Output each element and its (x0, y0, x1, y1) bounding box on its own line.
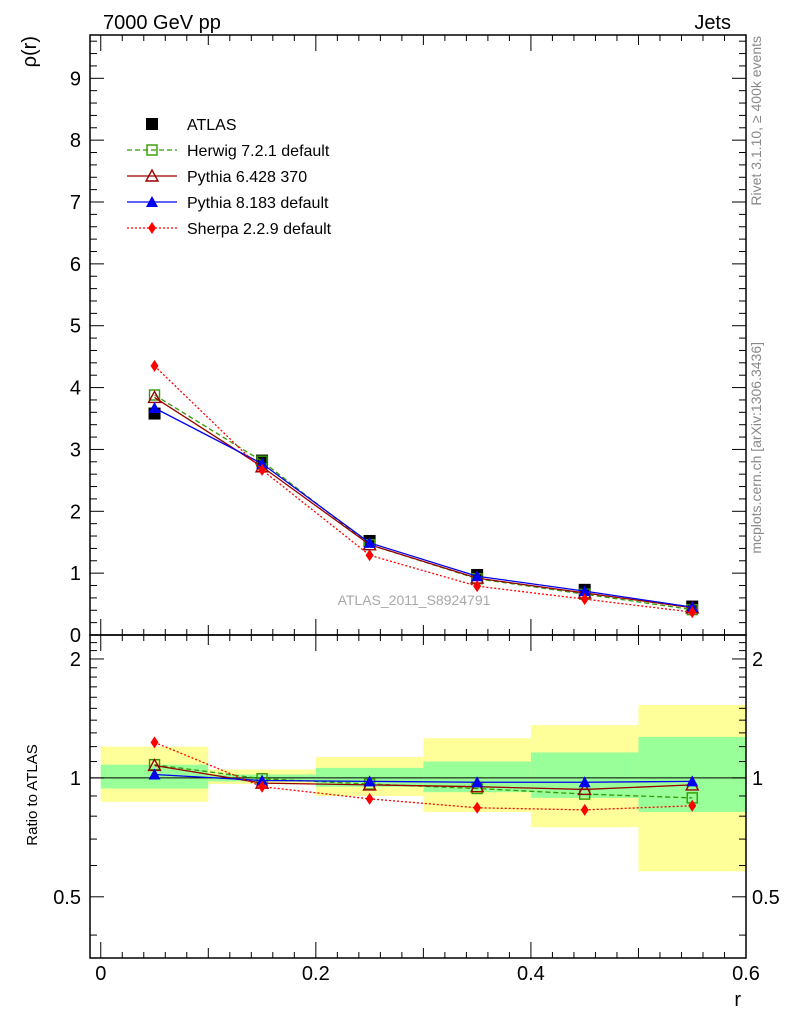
ratio-data-point (688, 799, 697, 812)
ratio-data-point (471, 776, 484, 788)
ratio-data-point (150, 736, 159, 749)
axis-tick-labels: 0 1 2 3 4 5 6 7 8 9 0 0.2 0.4 0.6 0.5 0.5 1 1 2 2 (53, 68, 780, 985)
main-y-tick-label: 3 (70, 439, 81, 461)
axis-ticks (90, 35, 747, 958)
x-axis-label: r (734, 989, 741, 1011)
ratio-series-sherpa-2-2-9-default (150, 736, 697, 816)
ratio-band-inner (530, 752, 639, 798)
ratio-data-point (256, 774, 269, 786)
main-panel-series (147, 359, 700, 619)
header-left: 7000 GeV pp (103, 12, 221, 34)
ratio-series-line (154, 764, 693, 791)
ratio-data-point (363, 775, 376, 787)
header-right: Jets (694, 12, 731, 34)
main-series-line (154, 396, 693, 609)
legend-marker (146, 118, 158, 130)
main-y-tick-label: 5 (70, 316, 81, 338)
main-y-tick-label: 7 (70, 192, 81, 214)
ratio-panel-bands (100, 704, 746, 872)
ratio-data-point (473, 801, 482, 814)
ratio-data-point (578, 776, 591, 788)
ratio-y-axis-label: Ratio to ATLAS (24, 744, 41, 845)
legend-label: Pythia 6.428 370 (187, 169, 307, 186)
main-series-line (154, 365, 693, 613)
legend-label: Pythia 8.183 default (187, 195, 329, 212)
main-y-tick-label: 1 (70, 563, 81, 585)
legend-label: Sherpa 2.2.9 default (187, 221, 332, 238)
main-series-sherpa-2-2-9-default (150, 359, 697, 619)
main-y-tick-label: 4 (70, 378, 81, 400)
ratio-y-tick-label-right: 0.5 (752, 887, 780, 909)
main-series-herwig-7-2-1-default (148, 389, 698, 616)
main-data-point (580, 593, 589, 606)
rivet-side-text: Rivet 3.1.10, ≥ 400k events (748, 36, 764, 206)
legend-marker (148, 222, 156, 234)
ratio-y-tick-label-right: 1 (752, 768, 763, 790)
ratio-y-tick-label-left: 0.5 (53, 887, 81, 909)
main-data-point (365, 549, 374, 562)
main-series-line (154, 394, 693, 611)
x-tick-label: 0.4 (517, 963, 545, 985)
main-y-axis-label: ρ(r) (19, 36, 41, 67)
analysis-watermark: ATLAS_2011_S8924791 (338, 592, 491, 608)
ratio-data-point (258, 780, 267, 793)
ratio-series-line (154, 764, 693, 799)
ratio-band-inner (638, 736, 746, 812)
mcplots-side-text: mcplots.cern.ch [arXiv:1306.3436] (748, 342, 764, 554)
ratio-panel-series (147, 736, 700, 816)
main-y-tick-label: 2 (70, 501, 81, 523)
main-y-tick-label: 9 (70, 68, 81, 90)
main-series-atlas (148, 407, 699, 613)
main-y-tick-label: 6 (70, 254, 81, 276)
ratio-series-line (154, 741, 693, 811)
ratio-data-point (577, 781, 592, 796)
legend-marker (144, 168, 160, 182)
main-data-point (148, 389, 161, 401)
main-series-line (154, 407, 693, 608)
main-y-tick-label: 0 (70, 625, 81, 647)
main-data-point (688, 606, 697, 619)
main-series-pythia-8-183-default (148, 401, 699, 613)
x-tick-label: 0 (95, 963, 106, 985)
legend-entry: Pythia 6.428 370 (127, 168, 307, 186)
main-y-tick-label: 8 (70, 130, 81, 152)
ratio-data-point (580, 803, 589, 816)
main-data-point (473, 580, 482, 593)
panel-frames (89, 34, 747, 959)
ratio-data-point (148, 768, 161, 780)
main-data-point (148, 401, 161, 413)
legend-entry: ATLAS (146, 117, 237, 134)
x-tick-label: 0.6 (732, 963, 760, 985)
main-data-point (578, 585, 591, 597)
ratio-panel-frame (89, 634, 747, 959)
legend-marker (146, 144, 158, 156)
legend: ATLAS Herwig 7.2.1 default Pythia 6.428 37… (127, 117, 332, 238)
legend-marker (146, 196, 158, 207)
ratio-data-point (686, 775, 699, 787)
main-data-point (363, 536, 376, 548)
legend-label: Herwig 7.2.1 default (187, 143, 330, 160)
main-data-point (256, 457, 269, 469)
ratio-data-point (365, 792, 374, 805)
legend-entry: Sherpa 2.2.9 default (127, 221, 332, 238)
ratio-y-tick-label-right: 2 (752, 649, 763, 671)
ratio-y-tick-label-left: 2 (70, 649, 81, 671)
main-series-pythia-6-428-370 (147, 390, 700, 614)
ratio-y-tick-label-left: 1 (70, 768, 81, 790)
legend-entry: Herwig 7.2.1 default (127, 143, 330, 160)
legend-label: ATLAS (187, 117, 237, 134)
x-tick-label: 0.2 (302, 963, 330, 985)
main-data-point (150, 359, 159, 372)
main-data-point (258, 463, 267, 476)
legend-entry: Pythia 8.183 default (127, 195, 329, 212)
main-data-point (471, 570, 484, 582)
